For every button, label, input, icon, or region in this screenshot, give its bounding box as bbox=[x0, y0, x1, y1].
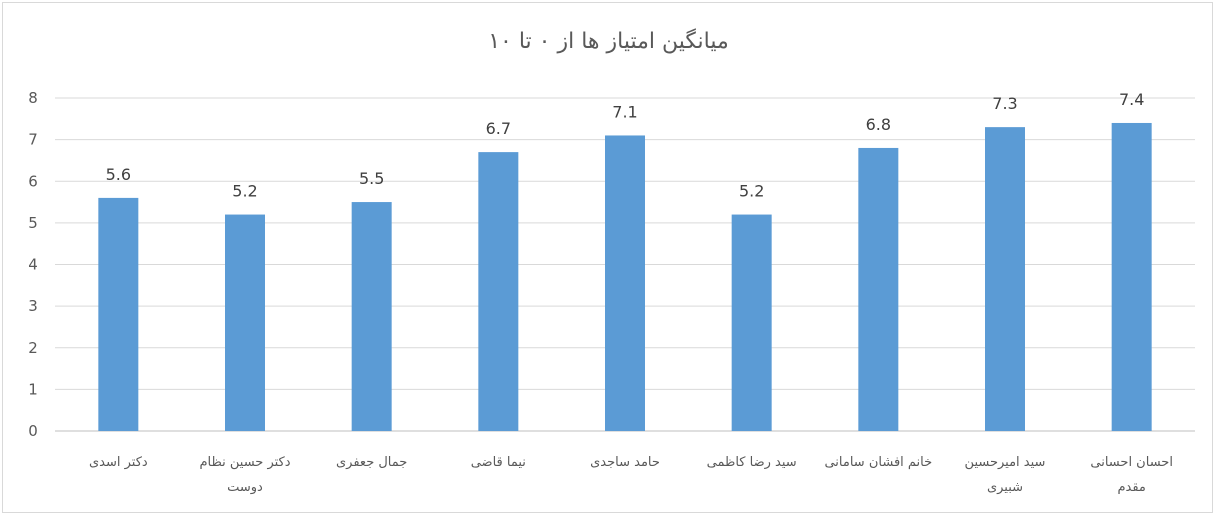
chart-title: میانگین امتیاز ها از ۰ تا ۱۰ bbox=[488, 29, 729, 54]
bar bbox=[1111, 122, 1152, 431]
x-tick-label: دکتر حسین نظام bbox=[199, 455, 290, 470]
x-tick-label: دوست bbox=[227, 480, 263, 495]
data-label: 7.4 bbox=[1119, 90, 1144, 109]
data-label: 6.8 bbox=[866, 115, 891, 134]
x-tick-label: نیما قاضی bbox=[471, 455, 526, 470]
data-label: 7.3 bbox=[992, 94, 1017, 113]
bar bbox=[858, 147, 899, 431]
y-tick-label: 2 bbox=[28, 339, 38, 357]
x-tick-label: سید رضا کاظمی bbox=[707, 455, 797, 470]
y-tick-label: 1 bbox=[28, 380, 38, 398]
x-tick-label: دکتر اسدی bbox=[89, 455, 148, 470]
data-label: 5.6 bbox=[106, 165, 131, 184]
data-label: 5.2 bbox=[232, 182, 257, 201]
bar bbox=[605, 135, 645, 431]
y-tick-label: 5 bbox=[28, 214, 38, 232]
data-label: 6.7 bbox=[486, 119, 511, 138]
y-tick-label: 7 bbox=[28, 131, 38, 149]
bar bbox=[225, 214, 265, 431]
bar bbox=[731, 214, 772, 431]
x-tick-label: شبیری bbox=[987, 480, 1023, 495]
y-tick-label: 6 bbox=[28, 172, 38, 190]
bar bbox=[985, 127, 1025, 431]
x-tick-label: مقدم bbox=[1117, 480, 1145, 495]
x-tick-label: احسان احسانی bbox=[1090, 455, 1173, 470]
y-tick-label: 3 bbox=[28, 297, 38, 315]
bar bbox=[478, 152, 519, 432]
x-tick-label: سید امیرحسین bbox=[965, 455, 1046, 470]
bar bbox=[351, 202, 392, 431]
x-tick-label: خانم افشان سامانی bbox=[824, 455, 932, 470]
y-tick-label: 8 bbox=[28, 89, 38, 107]
y-tick-label: 4 bbox=[28, 256, 38, 274]
y-tick-label: 0 bbox=[28, 422, 38, 440]
x-tick-label: جمال جعفری bbox=[336, 455, 407, 470]
x-tick-label: حامد ساجدی bbox=[590, 455, 660, 470]
data-label: 5.2 bbox=[739, 182, 764, 201]
bar bbox=[98, 197, 139, 431]
data-label: 5.5 bbox=[359, 169, 384, 188]
data-label: 7.1 bbox=[612, 102, 637, 121]
